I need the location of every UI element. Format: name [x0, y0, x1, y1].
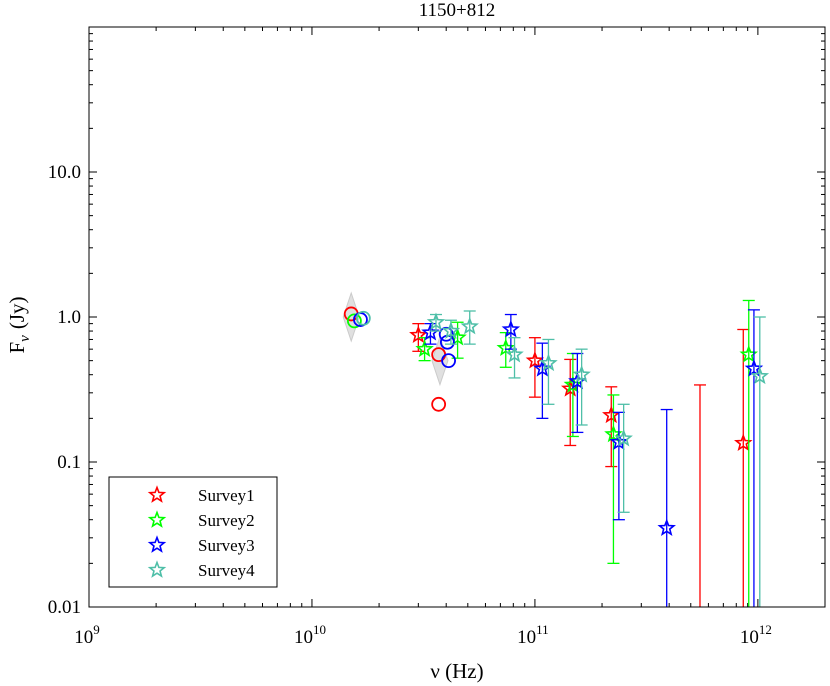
star-point [505, 344, 524, 363]
y-tick-label: 10.0 [48, 162, 81, 183]
legend-star-icon [147, 485, 167, 503]
star-point [441, 321, 461, 339]
circle-point [355, 310, 371, 326]
legend-label: Survey2 [198, 511, 255, 530]
star-point [572, 364, 591, 383]
legend-label: Survey3 [198, 536, 255, 555]
gray-diamond-markers [342, 291, 449, 387]
legend-box [108, 476, 278, 588]
circle-point [438, 326, 454, 342]
legend-item-survey1: Survey1 [147, 485, 255, 505]
x-tick-label: 1012 [740, 622, 772, 648]
x-tick-label: 109 [74, 622, 100, 648]
y-tick-label: 1.0 [57, 307, 81, 328]
legend-item-survey2: Survey2 [147, 510, 255, 530]
legend-label: Survey4 [198, 561, 255, 580]
star-point [501, 319, 521, 338]
legend-star-icon [147, 535, 167, 553]
x-axis-label: ν (Hz) [430, 659, 483, 683]
star-point [409, 325, 428, 343]
chart-title: 1150+812 [419, 0, 496, 21]
y-tick-label: 0.01 [48, 597, 81, 618]
circle-point [346, 313, 362, 329]
x-tick-labels: 109 1010 1011 1012 [74, 622, 772, 648]
star-point [460, 316, 479, 335]
legend-label: Survey1 [198, 486, 255, 505]
circle-point [441, 353, 456, 369]
series-survey2 [346, 299, 759, 607]
legend: Survey1 Survey2 Survey3 Survey4 [108, 476, 278, 588]
x-tick-label: 1011 [517, 622, 549, 648]
star-point [614, 428, 633, 447]
series-survey4 [355, 310, 770, 607]
y-tick-label: 0.1 [57, 452, 81, 473]
x-tick-label: 1010 [294, 622, 326, 648]
y-tick-labels: 0.01 0.1 1.0 10.0 [48, 162, 81, 618]
legend-star-icon [147, 560, 167, 578]
star-point [415, 339, 434, 358]
y-axis-label: Fν(Jy) [5, 296, 33, 353]
legend-item-survey3: Survey3 [147, 535, 255, 555]
star-point [426, 312, 446, 331]
legend-star-icon [147, 510, 167, 528]
star-point [525, 350, 545, 369]
circle-point [439, 334, 455, 350]
circle-point [431, 396, 447, 412]
series-survey1 [343, 306, 753, 607]
data-series [343, 299, 770, 607]
plot-frame [88, 26, 826, 608]
series-survey3 [353, 309, 764, 607]
star-point [657, 518, 676, 536]
legend-item-survey4: Survey4 [147, 560, 255, 580]
star-point [539, 353, 558, 372]
star-point [750, 366, 770, 385]
